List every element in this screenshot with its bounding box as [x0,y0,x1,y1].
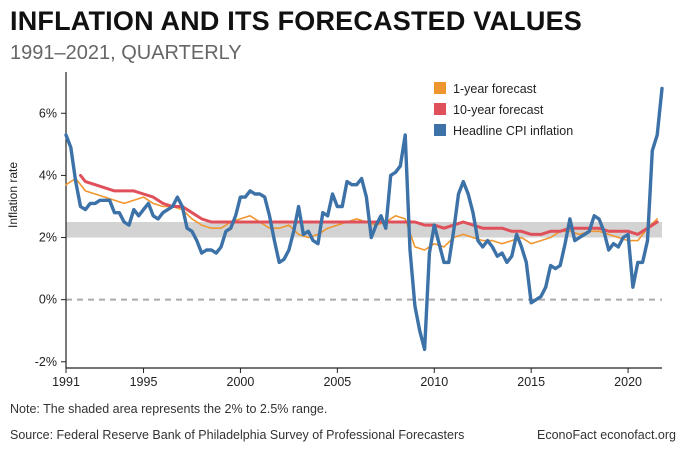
legend-label: 1-year forecast [453,82,537,96]
target-band [66,222,662,238]
y-tick-label: 6% [39,106,57,120]
footnote: Note: The shaded area represents the 2% … [10,402,328,416]
x-tick-label: 2010 [420,375,448,389]
x-tick-label: 1995 [130,375,158,389]
legend-label: Headline CPI inflation [453,124,573,138]
legend-swatch [434,82,446,94]
x-tick-label: 2015 [517,375,545,389]
x-tick-label: 2005 [323,375,351,389]
source-line: Source: Federal Reserve Bank of Philadel… [10,428,465,442]
credit-line: EconoFact econofact.org [537,428,676,442]
x-tick-label: 2020 [614,375,642,389]
chart-title: INFLATION AND ITS FORECASTED VALUES [10,6,582,36]
y-tick-label: -2% [35,355,57,369]
chart-subtitle: 1991–2021, QUARTERLY [10,42,242,64]
x-tick-label: 2000 [227,375,255,389]
series-line-1-year-forecast [65,177,658,251]
legend-label: 10-year forecast [453,103,544,117]
x-tick-label: 1991 [52,375,80,389]
y-tick-label: 4% [39,168,57,182]
y-tick-label: 0% [39,293,57,307]
inflation-chart: -2% 0% 2% 4% 6% 1991 1995 2000 2005 2010 2015 2020 1… [35,72,664,389]
legend-swatch [434,124,446,136]
y-tick-label: 2% [39,231,57,245]
legend-swatch [434,103,446,115]
series-line-headline-cpi-inflation [64,86,664,352]
